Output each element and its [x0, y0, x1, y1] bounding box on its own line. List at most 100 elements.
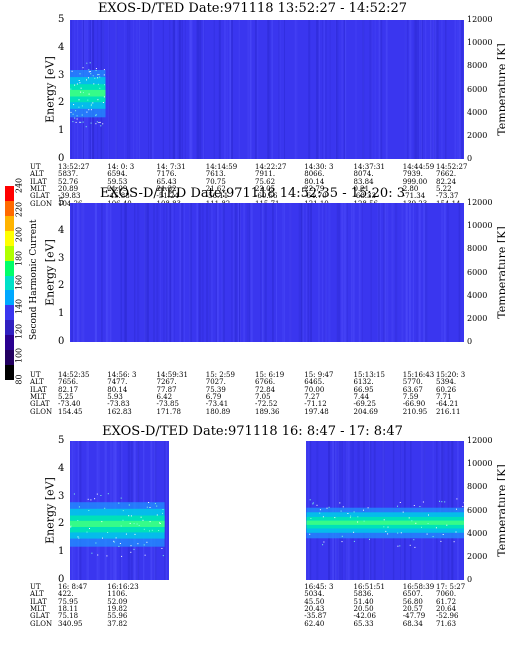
spectrogram-dot	[97, 83, 99, 85]
spectrogram-dot	[138, 525, 140, 526]
orbit-row-label: ILAT	[30, 177, 47, 186]
orbit-row-label: GLAT	[30, 400, 50, 409]
orbit-cell: 77.87	[156, 385, 177, 394]
spectrogram-streak	[226, 20, 228, 159]
spectrogram-dot	[78, 80, 80, 81]
spectrogram-streak	[283, 203, 285, 342]
spectrogram-dot	[82, 92, 84, 94]
spectrogram-dot	[456, 508, 457, 510]
spectrogram-streak	[184, 20, 186, 159]
spectrogram-streak	[316, 20, 318, 159]
y-tick-label: 0	[58, 336, 65, 347]
spectrogram-dot	[353, 531, 355, 533]
spectrogram-streak	[171, 203, 174, 342]
orbit-cell: 51.40	[353, 597, 374, 606]
spectrogram-streak	[198, 203, 201, 342]
orbit-cell: -64.21	[436, 400, 459, 409]
spectrogram-streak	[405, 20, 406, 159]
spectrogram-streak	[221, 203, 222, 342]
spectrogram-dot	[90, 73, 92, 75]
colorbar-segment	[5, 245, 14, 262]
spectrogram-streak	[224, 20, 226, 159]
orbit-cell: 15:16:43	[402, 371, 435, 379]
spectrogram-dot	[397, 532, 399, 534]
spectrogram-streak	[371, 20, 373, 159]
orbit-cell: -39.83	[58, 192, 81, 201]
spectrogram-dot	[80, 121, 82, 123]
spectrogram-dot	[446, 524, 448, 526]
spectrogram-streak	[441, 20, 443, 159]
colorbar-segment	[5, 260, 14, 277]
spectrogram-streak	[208, 203, 211, 342]
spectrogram-streak	[401, 203, 404, 342]
spectrogram-dot	[310, 518, 312, 519]
spectrogram-streak	[179, 203, 182, 342]
spectrogram-streak	[408, 203, 411, 342]
spectrogram-streak	[309, 20, 311, 159]
spectrogram-streak	[430, 20, 432, 159]
orbit-cell: 15:20: 3	[436, 371, 466, 379]
chart-title: EXOS-D/TED Date:971118 13:52:27 - 14:52:…	[97, 1, 408, 16]
spectrogram-streak	[445, 20, 447, 159]
spectrogram-dot	[96, 493, 98, 495]
spectrogram-dot	[162, 512, 163, 514]
spectrogram-dot	[415, 522, 417, 524]
spectrogram-dot	[88, 510, 90, 511]
spectrogram-dot	[383, 519, 385, 521]
spectrogram-dot	[400, 532, 402, 534]
orbit-cell: 7.59	[402, 392, 419, 401]
spectrogram-streak	[203, 20, 204, 159]
spectrogram-dot	[90, 499, 92, 501]
spectrogram-dot	[149, 521, 151, 523]
spectrogram-dot	[95, 114, 97, 116]
spectrogram-streak	[278, 20, 280, 159]
orbit-cell: 15: 6:19	[255, 371, 285, 379]
spectrogram-dot	[159, 522, 161, 524]
orbit-cell: 7060.	[436, 590, 457, 599]
spectrogram-streak	[405, 203, 408, 342]
spectrogram-dot	[119, 543, 121, 544]
orbit-cell: 20.57	[402, 604, 423, 613]
spectrogram-dot	[149, 507, 151, 508]
spectrogram-streak	[264, 203, 267, 342]
orbit-row-label: ILAT	[30, 597, 47, 606]
spectrogram-dot	[88, 93, 90, 95]
y2-tick-label: 4000	[467, 290, 488, 300]
orbit-cell: 6594.	[107, 170, 128, 179]
spectrogram-streak	[108, 20, 110, 159]
spectrogram-dot	[72, 113, 74, 115]
orbit-cell: 7911.	[255, 170, 276, 179]
y2-tick-label: 12000	[467, 436, 493, 445]
spectrogram-streak	[329, 20, 331, 159]
orbit-row-label: MLT	[30, 392, 46, 401]
spectrogram-streak	[309, 203, 312, 342]
spectrogram-dot	[413, 505, 415, 506]
spectrogram-dot	[319, 512, 321, 514]
spectrogram-streak	[246, 203, 248, 342]
spectrogram-dot	[107, 493, 109, 495]
spectrogram-streak	[105, 203, 108, 342]
orbit-cell: 55.96	[107, 612, 128, 621]
spectrogram-dot	[72, 121, 74, 123]
spectrogram-streak	[387, 203, 389, 342]
spectrogram-streak	[379, 203, 382, 342]
spectrogram-dot	[140, 516, 142, 518]
chart-title: EXOS-D/TED Date:971118 16: 8:47 - 17: 8:…	[102, 424, 403, 439]
spectrogram-dot	[97, 74, 98, 76]
orbit-cell: 5034.	[304, 590, 325, 599]
spectrogram-dot	[399, 502, 401, 503]
spectrogram-dot	[367, 507, 369, 509]
orbit-cell: 5.93	[107, 392, 123, 401]
spectrogram-streak	[169, 20, 171, 159]
orbit-cell: 7267.	[156, 378, 177, 387]
spectrogram-streak	[418, 20, 420, 159]
spectrogram-dot	[419, 506, 421, 507]
spectrogram-streak	[107, 203, 110, 342]
spectrogram-dot	[77, 536, 79, 538]
orbit-cell: 6.79	[205, 392, 222, 401]
spectrogram-dot	[95, 115, 97, 117]
y-tick-label: 1	[58, 125, 65, 137]
y2-tick-label: 2000	[467, 551, 488, 561]
spectrogram-streak	[150, 20, 152, 159]
orbit-cell: 6132.	[353, 378, 374, 387]
